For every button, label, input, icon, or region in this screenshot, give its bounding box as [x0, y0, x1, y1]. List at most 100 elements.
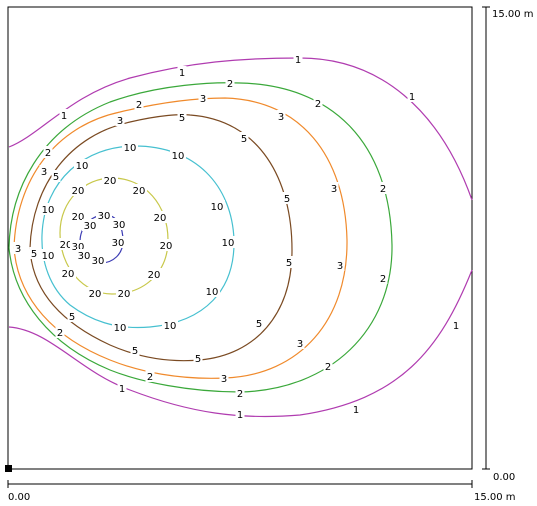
- contour-label-2: 2: [136, 100, 142, 111]
- contour-label-3: 3: [278, 112, 284, 123]
- contour-label-bg: [193, 352, 203, 364]
- contour-label-bg: [351, 403, 361, 415]
- y-axis-min-label: 0.00: [493, 472, 515, 483]
- contour-label-bg: [39, 165, 49, 177]
- contour-label-2: 2: [237, 389, 243, 400]
- contour-label-bg: [40, 249, 56, 261]
- contour-label-bg: [146, 268, 162, 280]
- contour-label-1: 1: [237, 410, 243, 421]
- contour-label-30: 30: [84, 221, 97, 232]
- contour-line-10: [41, 145, 235, 329]
- contour-label-3: 3: [41, 167, 47, 178]
- room-boundary: [7, 6, 473, 470]
- contour-label-3: 3: [331, 184, 337, 195]
- contour-label-bg: [162, 319, 178, 331]
- contour-label-2: 2: [380, 184, 386, 195]
- contour-label-bg: [323, 360, 333, 372]
- contour-lines: [8, 57, 473, 418]
- contour-label-5: 5: [69, 312, 75, 323]
- contour-label-30: 30: [98, 211, 111, 222]
- contour-label-20: 20: [118, 289, 131, 300]
- contour-label-bg: [82, 219, 98, 231]
- contour-label-bg: [313, 97, 323, 109]
- contour-label-20: 20: [62, 269, 75, 280]
- contour-label-bg: [329, 182, 339, 194]
- contour-label-bg: [67, 310, 77, 322]
- contour-label-bg: [70, 184, 86, 196]
- contour-label-bg: [152, 211, 168, 223]
- contour-label-10: 10: [76, 161, 89, 172]
- contour-label-bg: [276, 110, 286, 122]
- contour-label-bg: [59, 109, 69, 121]
- contour-label-2: 2: [380, 274, 386, 285]
- contour-line-3: [13, 97, 348, 379]
- contour-label-5: 5: [179, 113, 185, 124]
- contour-label-bg: [115, 114, 125, 126]
- contour-label-2: 2: [315, 99, 321, 110]
- contour-label-bg: [407, 90, 417, 102]
- contour-label-bg: [134, 98, 144, 110]
- contour-label-30: 30: [113, 220, 126, 231]
- contour-label-30: 30: [72, 242, 85, 253]
- contour-label-10: 10: [114, 323, 127, 334]
- contour-label-bg: [112, 321, 128, 333]
- contour-label-20: 20: [60, 240, 73, 251]
- contour-label-30: 30: [78, 251, 91, 262]
- contour-label-5: 5: [31, 249, 37, 260]
- contour-label-bg: [87, 287, 103, 299]
- contour-label-20: 20: [72, 212, 85, 223]
- contour-label-5: 5: [284, 194, 290, 205]
- contour-label-bg: [225, 77, 235, 89]
- contour-label-5: 5: [132, 346, 138, 357]
- contour-label-bg: [378, 182, 388, 194]
- contour-label-1: 1: [295, 55, 301, 66]
- contour-label-2: 2: [147, 372, 153, 383]
- contour-label-bg: [170, 149, 186, 161]
- contour-label-3: 3: [117, 116, 123, 127]
- contour-label-bg: [145, 370, 155, 382]
- contour-label-bg: [116, 287, 132, 299]
- contour-label-bg: [335, 259, 345, 271]
- contour-label-1: 1: [119, 384, 125, 395]
- y-axis: 15.00 m 0.00: [482, 6, 534, 483]
- contour-label-bg: [90, 254, 106, 266]
- contour-label-20: 20: [160, 241, 173, 252]
- contour-label-2: 2: [227, 79, 233, 90]
- contour-label-bg: [378, 272, 388, 284]
- contour-label-bg: [235, 408, 245, 420]
- contour-label-1: 1: [179, 68, 185, 79]
- contour-label-10: 10: [222, 238, 235, 249]
- contour-label-bg: [51, 170, 61, 182]
- contour-label-10: 10: [172, 151, 185, 162]
- x-axis-max-label: 15.00 m: [474, 492, 516, 503]
- contour-label-3: 3: [221, 374, 227, 385]
- contour-label-bg: [74, 159, 90, 171]
- contour-label-10: 10: [42, 251, 55, 262]
- contour-label-bg: [451, 319, 461, 331]
- contour-label-bg: [131, 184, 147, 196]
- contour-label-3: 3: [297, 339, 303, 350]
- contour-label-bg: [220, 236, 236, 248]
- contour-label-3: 3: [15, 244, 21, 255]
- contour-label-bg: [76, 249, 92, 261]
- contour-label-3: 3: [200, 94, 206, 105]
- contour-label-1: 1: [453, 321, 459, 332]
- contour-line-5: [29, 114, 293, 362]
- contour-label-bg: [130, 344, 140, 356]
- contour-line-2: [8, 82, 393, 393]
- contour-label-bg: [117, 382, 127, 394]
- contour-label-20: 20: [89, 289, 102, 300]
- contour-label-5: 5: [256, 319, 262, 330]
- contour-label-10: 10: [164, 321, 177, 332]
- contour-label-bg: [29, 247, 39, 259]
- contour-label-bg: [282, 192, 292, 204]
- contour-label-1: 1: [61, 111, 67, 122]
- contour-label-bg: [293, 53, 303, 65]
- contour-label-bg: [158, 239, 174, 251]
- contour-label-30: 30: [92, 256, 105, 267]
- contour-label-5: 5: [53, 172, 59, 183]
- x-axis-min-label: 0.00: [8, 492, 30, 503]
- contour-label-5: 5: [195, 354, 201, 365]
- contour-label-20: 20: [104, 176, 117, 187]
